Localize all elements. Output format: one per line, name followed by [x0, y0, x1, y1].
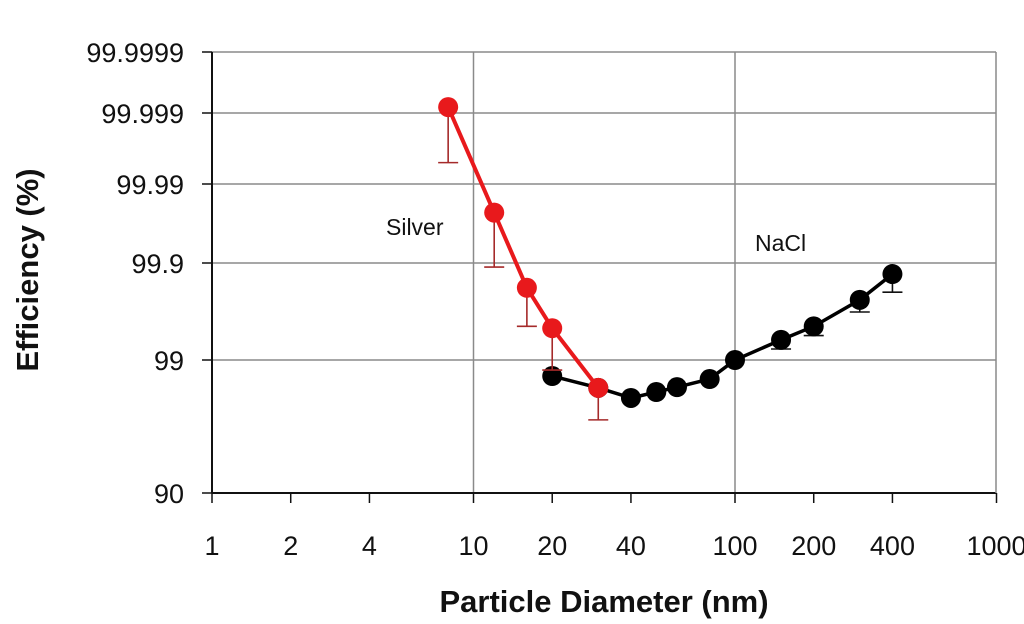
y-tick-label: 99.99: [116, 170, 184, 200]
x-tick-label: 1000: [966, 531, 1024, 561]
x-tick-label: 10: [458, 531, 488, 561]
y-tick-label: 99.9999: [86, 38, 184, 68]
series-label-silver: Silver: [386, 214, 444, 240]
y-tick-label: 90: [154, 479, 184, 509]
x-tick-label: 400: [870, 531, 915, 561]
x-axis-title: Particle Diameter (nm): [439, 584, 768, 619]
y-tick-label: 99.999: [101, 99, 184, 129]
x-tick-label: 1: [204, 531, 219, 561]
silver-point: [516, 277, 537, 298]
x-tick-label: 2: [283, 531, 298, 561]
x-tick-label: 20: [537, 531, 567, 561]
x-tick-label: 40: [616, 531, 646, 561]
nacl-point: [803, 316, 824, 337]
nacl-point: [725, 350, 745, 370]
y-axis-title: Efficiency (%): [10, 168, 45, 371]
silver-point: [484, 202, 505, 223]
silver-point: [588, 377, 609, 398]
x-tick-label: 100: [712, 531, 757, 561]
silver-line: [446, 106, 600, 390]
axes: [202, 51, 998, 503]
nacl-point: [666, 377, 687, 398]
nacl-point: [849, 289, 870, 310]
silver-point: [542, 318, 563, 339]
y-tick-labels: 90 99 99.9 99.99 99.999 99.9999: [86, 38, 184, 509]
gridlines: [212, 51, 996, 493]
silver-point: [438, 97, 459, 118]
series-label-nacl: NaCl: [755, 230, 806, 256]
series-layer: [438, 97, 903, 421]
x-tick-labels: 1 2 4 10 20 40 100 200 400 1000: [204, 531, 1024, 561]
x-tick-label: 200: [791, 531, 836, 561]
y-tick-label: 99.9: [131, 249, 184, 279]
nacl-point: [542, 366, 563, 387]
x-tick-label: 4: [362, 531, 377, 561]
nacl-point: [771, 329, 792, 350]
nacl-point: [882, 264, 903, 285]
nacl-point: [646, 381, 667, 402]
y-tick-label: 99: [154, 346, 184, 376]
nacl-point: [699, 369, 720, 390]
nacl-point: [620, 387, 641, 408]
